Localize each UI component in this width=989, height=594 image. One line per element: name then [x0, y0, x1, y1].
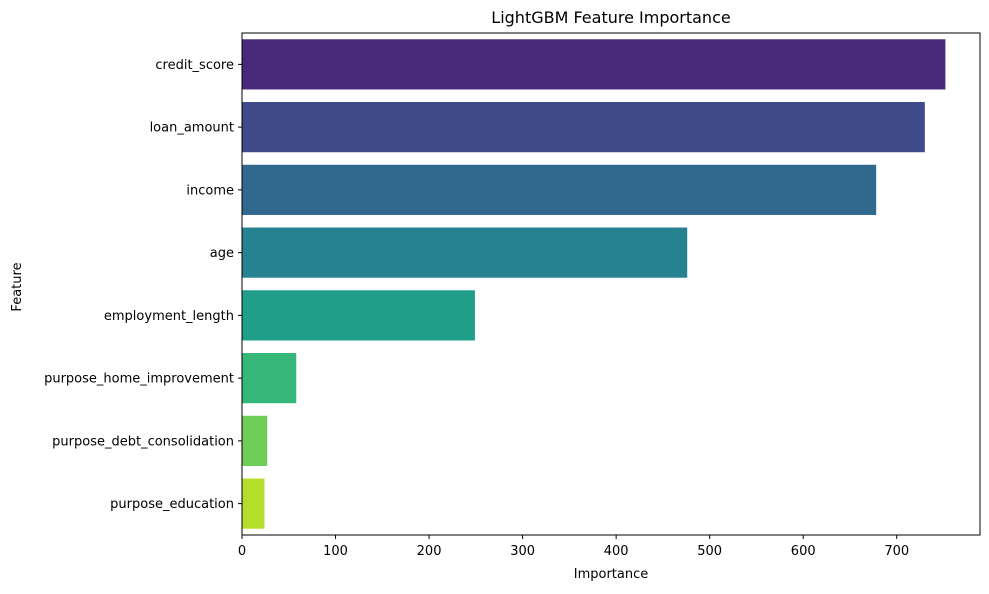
x-tick-label: 200: [417, 544, 442, 559]
y-tick-label: purpose_education: [110, 497, 234, 512]
bar-age: [242, 227, 688, 278]
y-tick-label: loan_amount: [150, 121, 234, 136]
y-tick-label: age: [210, 246, 234, 261]
y-tick-label: purpose_debt_consolidation: [52, 434, 234, 449]
x-axis-ticks: 0 100 200 300 400 500 600 700: [238, 535, 909, 559]
x-tick-label: 600: [791, 544, 816, 559]
bar-income: [242, 164, 877, 215]
bar-loan-amount: [242, 102, 925, 153]
y-tick-label: credit_score: [155, 58, 234, 73]
bar-credit-score: [242, 39, 946, 90]
chart-title: LightGBM Feature Importance: [491, 8, 730, 27]
x-tick-label: 500: [697, 544, 722, 559]
plot-frame: [241, 32, 981, 536]
bar-purpose-debt-consolidation: [242, 415, 268, 466]
x-tick-label: 700: [884, 544, 909, 559]
y-tick-label: employment_length: [104, 309, 234, 324]
y-tick-label: income: [186, 183, 234, 198]
y-axis-label: Feature: [10, 262, 25, 311]
bar-purpose-home-improvement: [242, 353, 297, 404]
bar-purpose-education: [242, 478, 265, 529]
x-tick-label: 300: [510, 544, 535, 559]
x-axis-label: Importance: [574, 567, 649, 582]
y-tick-label: purpose_home_improvement: [44, 372, 234, 387]
x-tick-label: 400: [604, 544, 629, 559]
x-tick-label: 100: [323, 544, 348, 559]
x-tick-label: 0: [238, 544, 246, 559]
bar-group: [242, 39, 946, 529]
bar-employment-length: [242, 290, 475, 341]
